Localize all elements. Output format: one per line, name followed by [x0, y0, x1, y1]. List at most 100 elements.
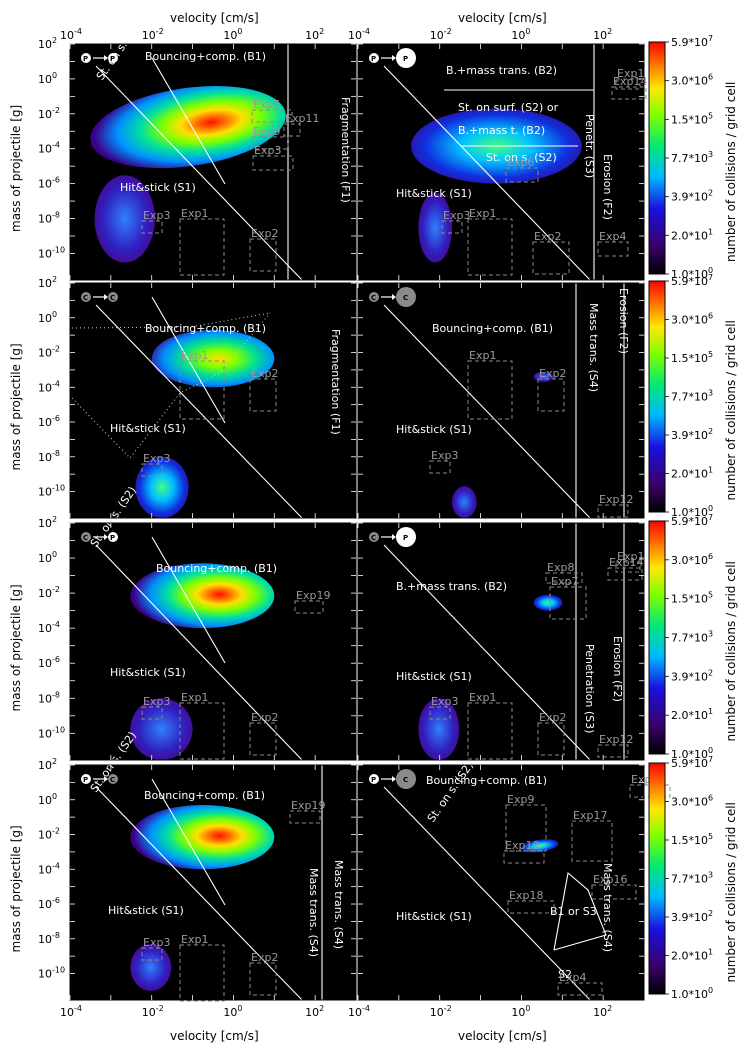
experiment-label: Exp2: [251, 951, 278, 964]
arrowhead-icon: [104, 534, 108, 540]
y-tick-label: 10-4: [38, 141, 60, 156]
x-tick-label: 10-2: [430, 27, 452, 42]
boundary-line: [95, 786, 303, 1001]
colorbar: [648, 762, 666, 995]
heatmap-blob: [94, 175, 155, 263]
x-tick-label: 100: [511, 1004, 530, 1019]
experiment-box: [429, 460, 451, 474]
plot-frame: [357, 522, 645, 761]
target-letter: C: [110, 294, 115, 302]
target-letter: C: [110, 776, 115, 784]
y-tick-label: 10-6: [38, 414, 60, 429]
region-label: Hit&stick (S1): [396, 423, 472, 436]
colorbar-tick-label: 5.9*107: [671, 273, 713, 288]
boundary-line: [71, 312, 271, 459]
experiment-box: [179, 702, 225, 760]
heatmap-blob: [130, 698, 193, 760]
experiment-box: [249, 722, 277, 756]
plot-background: [70, 283, 356, 518]
arrowhead-icon: [104, 294, 108, 300]
y-axis-label: mass of projectile [g]: [9, 343, 23, 470]
plot-frame: [69, 282, 357, 519]
x-tick-label: 102: [593, 27, 612, 42]
x-tick-label: 10-2: [142, 1004, 164, 1019]
experiment-box: [597, 241, 629, 257]
colorbar-label: number of collisions / grid cell: [724, 802, 738, 982]
colorbar-4: 5.9*107 3.0*106 1.5*105 7.7*103 3.9*102 2.0*1…: [648, 755, 738, 1001]
heatmap-blob: [418, 698, 460, 760]
boundary-line: [95, 304, 303, 519]
experiment-label: Exp17: [573, 809, 607, 822]
y-tick-label: 10-2: [38, 585, 60, 600]
region-label: Mass trans. (S4): [332, 860, 345, 949]
region-label: Penetration (S3): [583, 644, 596, 733]
y-tick-label: 102: [38, 757, 57, 772]
plot-background: [358, 283, 644, 518]
region-label: Bouncing+comp. (B1): [156, 562, 277, 575]
colorbar-tick-label: 1.0*100: [671, 986, 713, 1001]
colorbar-tick-label: 1.0*100: [671, 746, 713, 761]
region-label: Bouncing+comp. (B1): [426, 774, 547, 787]
colorbar-tick-label: 5.9*107: [671, 34, 713, 49]
experiment-label: Exp5: [253, 98, 280, 111]
target-icon: [108, 53, 118, 63]
experiment-label: Exp1: [469, 349, 496, 362]
target-icon: [108, 292, 118, 302]
arrowhead-icon: [392, 294, 396, 300]
arrowhead-icon: [104, 776, 108, 782]
colorbar-tick-label: 7.7*103: [671, 150, 713, 165]
target-letter: P: [403, 55, 408, 63]
experiment-box: [571, 820, 613, 862]
projectile-letter: P: [371, 55, 376, 63]
experiment-label: Exp16: [593, 873, 627, 886]
target-icon: [396, 48, 416, 68]
region-label: Hit&stick (S1): [396, 187, 472, 200]
experiment-box: [141, 220, 163, 234]
experiment-label: Exp14: [613, 75, 647, 88]
panel-row4-left: St. on s. (S2)Bouncing+comp. (B1)Hit&sti…: [70, 729, 356, 1002]
plot-frame: [69, 764, 357, 1001]
region-label: Bouncing+comp. (B1): [145, 50, 266, 63]
y-tick-label: 10-6: [38, 176, 60, 191]
boundary-line: [553, 871, 607, 951]
plot-frame: [69, 43, 357, 281]
colorbar-tick-label: 7.7*103: [671, 630, 713, 645]
projectile-letter: P: [83, 55, 88, 63]
colorbar-tick-label: 1.0*100: [671, 266, 713, 281]
region-label: Hit&stick (S1): [110, 422, 186, 435]
arrowhead-icon: [392, 55, 396, 61]
x-tick-label: 100: [511, 27, 530, 42]
region-label: Penetr. (S3): [583, 114, 596, 178]
colorbar-tick-label: 1.0*100: [671, 504, 713, 519]
x-tick-label: 102: [305, 27, 324, 42]
region-label: Fragmentation (F1): [339, 97, 352, 203]
y-tick-label: 100: [38, 550, 57, 565]
panel-row2-right: Bouncing+comp. (B1) Mass trans. (S4) Erosi…: [358, 283, 644, 519]
colorbar-3: 5.9*107 3.0*106 1.5*105 7.7*103 3.9*102 2.0*1…: [648, 513, 738, 761]
projectile-icon: [369, 532, 379, 542]
colorbar-tick-label: 3.9*102: [671, 189, 713, 204]
boundary-line: [383, 544, 591, 761]
colorbar-tick-label: 5.9*107: [671, 513, 713, 528]
colorbar-tick-label: 2.0*101: [671, 466, 713, 481]
region-label: Bouncing+comp. (B1): [144, 789, 265, 802]
target-icon: [396, 287, 416, 307]
colorbar-tick-label: 3.0*106: [671, 73, 713, 88]
x-tick-label: 102: [593, 1004, 612, 1019]
experiment-label: Exp1: [181, 207, 208, 220]
colorbar: [648, 280, 666, 513]
experiment-label: Exp1: [181, 933, 208, 946]
boundary-line: [383, 304, 591, 519]
x-tick-label: 10-2: [430, 1004, 452, 1019]
region-label: Bouncing+comp. (B1): [432, 322, 553, 335]
experiment-box: [503, 850, 545, 864]
experiment-box: [251, 109, 293, 123]
experiment-box: [615, 561, 641, 573]
plot-frame: [69, 522, 357, 761]
y-tick-label: 10-10: [38, 484, 65, 499]
experiment-box: [467, 218, 513, 276]
y-axis-label: mass of projectile [g]: [9, 584, 23, 711]
boundary-line: [383, 65, 591, 281]
